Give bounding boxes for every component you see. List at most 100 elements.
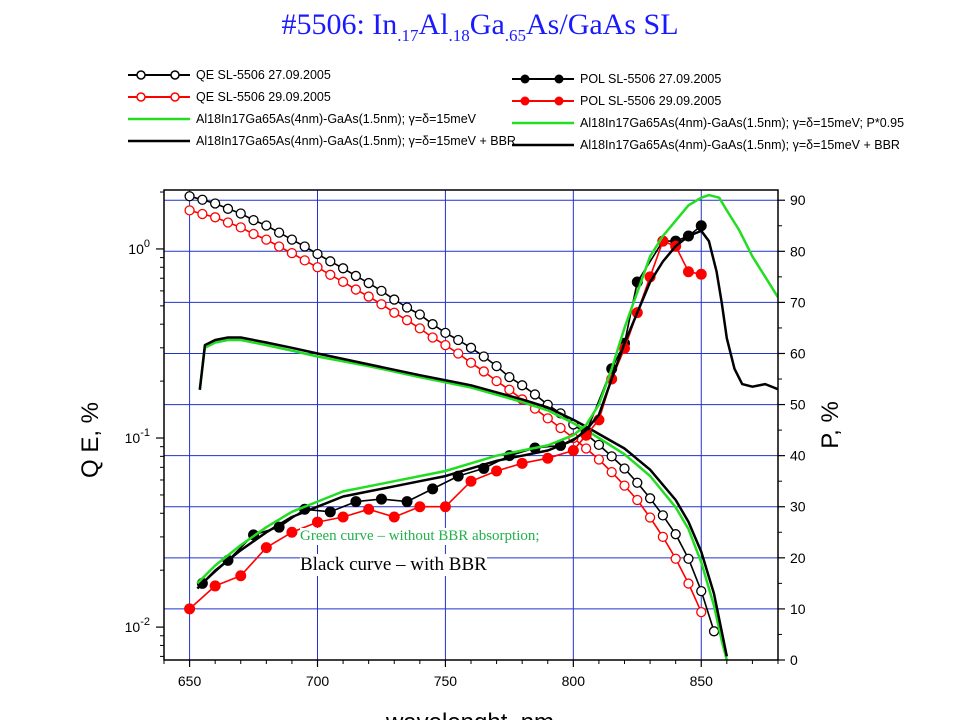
data-point (312, 262, 323, 273)
data-point (606, 467, 617, 478)
data-point (606, 451, 617, 462)
data-point (427, 483, 439, 495)
data-point (324, 506, 336, 518)
legend-swatch-black-filled (512, 74, 574, 84)
data-point (376, 299, 387, 310)
axes-layer: 650 700 750 800 850 0 10 20 30 40 50 60 70 80 90 10-2 10… (125, 191, 806, 689)
data-point (696, 606, 707, 618)
data-point (299, 255, 310, 266)
data-point (465, 475, 477, 487)
data-point (414, 323, 425, 334)
data-point (414, 309, 425, 320)
data-point (682, 266, 694, 278)
data-point (248, 228, 259, 240)
data-point (363, 277, 374, 289)
data-point (504, 384, 515, 395)
data-point (222, 203, 234, 214)
x-tick-label: 750 (434, 673, 458, 689)
series-line (196, 193, 778, 585)
legend-swatch-black-line (128, 139, 190, 143)
data-point (261, 234, 272, 245)
data-point (261, 220, 272, 231)
data-point (504, 371, 515, 383)
data-point (440, 327, 451, 338)
data-point (657, 510, 669, 521)
data-point (555, 422, 566, 434)
data-point (299, 241, 310, 252)
data-point (337, 276, 349, 287)
data-point (197, 194, 208, 205)
legend-label: Al18In17Ga65As(4nm)-GaAs(1.5nm); γ=δ=15m… (580, 116, 905, 130)
data-point (184, 205, 195, 216)
data-point (286, 248, 298, 259)
data-point (312, 248, 323, 260)
data-point (465, 357, 477, 368)
legend-swatch-black-open (128, 70, 190, 80)
y-right-tick-label: 90 (790, 192, 806, 208)
data-point (388, 511, 400, 523)
y-right-tick-label: 40 (790, 448, 806, 464)
annotation-black-curve: Black curve – with BBR (300, 554, 487, 576)
series-group (198, 336, 729, 657)
y-left-tick-label: 10-1 (125, 427, 150, 446)
data-point (401, 496, 413, 508)
data-point (248, 215, 259, 226)
data-point (375, 493, 387, 505)
series-layer (184, 191, 778, 660)
data-point (337, 263, 349, 274)
y-left-tick-label: 10-2 (125, 616, 150, 635)
series-group (196, 193, 778, 585)
y-right-tick-label: 0 (790, 652, 798, 668)
data-point (363, 291, 374, 302)
y-right-tick-label: 50 (790, 397, 806, 413)
data-point (312, 516, 323, 528)
series-group (184, 191, 720, 637)
data-point (632, 494, 643, 506)
data-point (542, 452, 554, 464)
data-point (516, 457, 528, 469)
data-point (350, 284, 362, 295)
data-point (580, 443, 592, 454)
data-point (273, 241, 285, 252)
data-point (619, 480, 630, 491)
data-point (439, 501, 451, 513)
data-point (209, 580, 221, 592)
data-point (350, 270, 362, 282)
x-tick-label: 850 (690, 673, 714, 689)
data-point (657, 531, 669, 543)
data-point (337, 511, 349, 523)
series-line (196, 229, 778, 590)
data-point (478, 351, 489, 362)
series-group (196, 229, 778, 590)
y-right-tick-label: 60 (790, 345, 806, 361)
y-right-tick-label: 20 (790, 550, 806, 566)
legend-swatch-green-line (128, 117, 190, 121)
data-point (478, 366, 489, 377)
data-point (325, 269, 336, 280)
data-point (632, 477, 643, 488)
y-axis-right-label: P, % (817, 401, 844, 449)
data-point (184, 603, 196, 615)
data-point (350, 496, 362, 508)
y-axis-left-label: Q E, % (77, 402, 104, 478)
data-point (440, 339, 451, 351)
series-line (198, 338, 729, 660)
data-point (273, 227, 285, 238)
data-point (376, 285, 387, 297)
plot-area (164, 190, 778, 660)
data-point (644, 493, 656, 504)
data-point (708, 626, 720, 637)
data-point (644, 512, 656, 523)
legend-label: QE SL-5506 27.09.2005 (196, 68, 331, 82)
data-point (517, 380, 528, 391)
data-point (670, 553, 681, 564)
data-point (389, 294, 400, 305)
data-point (184, 191, 195, 202)
data-point (222, 217, 234, 228)
x-tick-label: 800 (562, 673, 586, 689)
y-right-tick-label: 30 (790, 499, 806, 515)
data-point (619, 463, 630, 474)
data-point (325, 256, 336, 267)
legend-label: POL SL-5506 27.09.2005 (580, 72, 722, 86)
legend-label: QE SL-5506 29.09.2005 (196, 90, 331, 104)
